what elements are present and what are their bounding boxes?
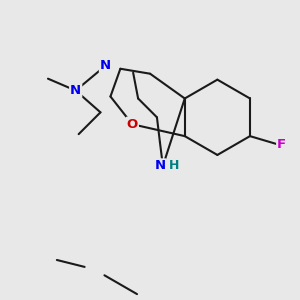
- Text: N: N: [70, 84, 81, 97]
- Text: O: O: [127, 118, 138, 131]
- Text: H: H: [169, 159, 179, 172]
- Text: N: N: [100, 59, 111, 72]
- Text: F: F: [277, 138, 286, 151]
- Text: N: N: [154, 159, 166, 172]
